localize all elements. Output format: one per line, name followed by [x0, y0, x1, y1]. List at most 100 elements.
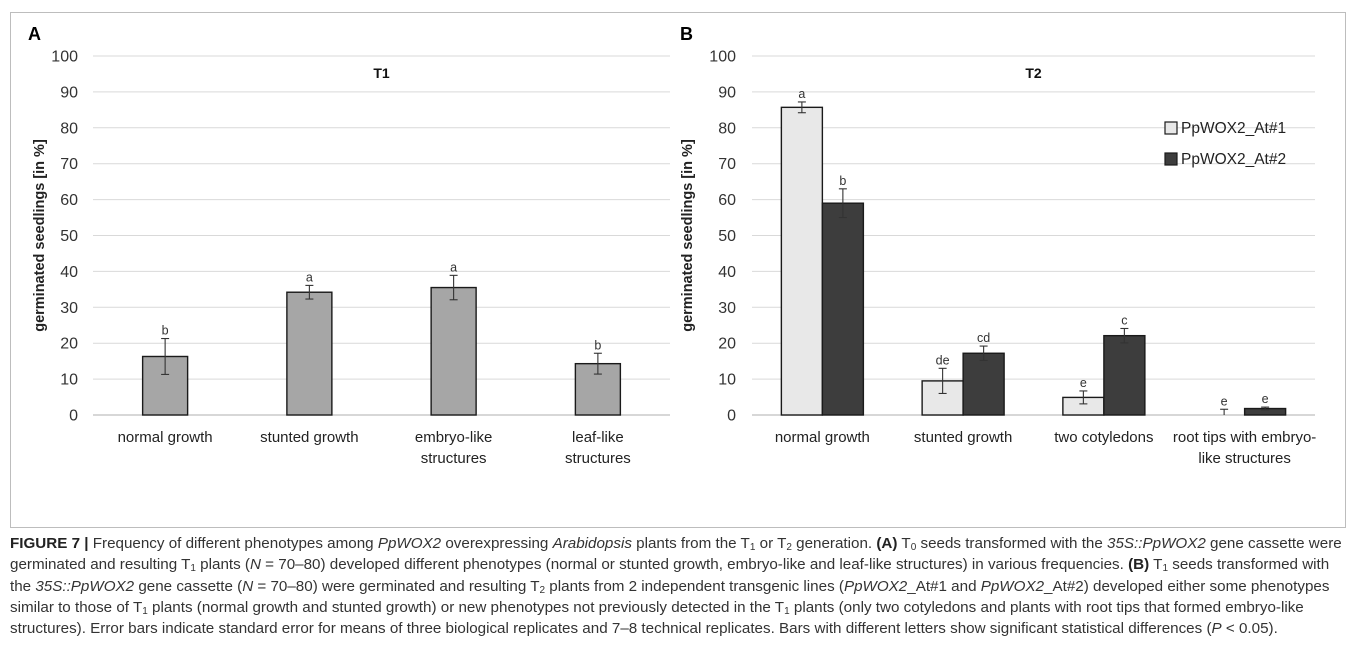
x-tick-label: normal growth — [775, 429, 870, 446]
caption-run: T — [897, 535, 911, 552]
bar — [1103, 334, 1146, 416]
x-tick-label: embryo-like — [415, 429, 493, 446]
legend-entry: PpWOX2_At#2 — [1181, 151, 1286, 168]
significance-letter: a — [798, 87, 805, 101]
y-tick-label: 20 — [718, 336, 736, 353]
caption-run: generation. — [791, 535, 877, 552]
caption-run: = 70–80) were germinated and resulting T — [253, 577, 540, 595]
caption-run: seeds transformed with the — [10, 556, 1330, 595]
significance-letter: e — [1080, 376, 1087, 390]
legend-swatch — [1164, 152, 1178, 166]
y-axis-label: germinated seedlings [in %] — [32, 139, 48, 332]
significance-letter: e — [1221, 394, 1228, 408]
caption-run: gene cassette ( — [134, 577, 243, 595]
caption-run: 0 — [910, 542, 917, 553]
caption-run: = 70–80) developed different phenotypes … — [260, 556, 1129, 574]
y-tick-label: 50 — [718, 228, 736, 245]
caption-run: 35S::PpWOX2 — [35, 577, 135, 595]
legend-swatch — [1164, 121, 1178, 135]
caption-run: PpWOX2 — [980, 577, 1045, 595]
x-tick-label: structures — [421, 450, 487, 467]
significance-letter: de — [936, 353, 950, 367]
chart-panel-b: 0 10 20 30 40 50 60 70 80 90 100 B T2 germinated seed… — [680, 24, 1316, 467]
x-tick-label: normal growth — [118, 429, 213, 446]
caption-run: Frequency of different phenotypes among — [92, 535, 378, 552]
significance-letter: b — [839, 174, 846, 188]
x-tick-label: structures — [565, 450, 631, 467]
bar — [821, 202, 865, 416]
figure-caption: FIGURE 7 | Frequency of different phenot… — [10, 533, 1346, 639]
caption-run: plants from 2 independent transgenic lin… — [545, 577, 844, 595]
caption-run: seeds transformed with the — [916, 535, 1108, 552]
caption-run: or T — [755, 535, 787, 552]
x-tick-label: leaf-like — [572, 429, 624, 446]
y-tick-label: 40 — [718, 264, 736, 281]
x-tick-label: stunted growth — [260, 429, 358, 446]
y-tick-label: 20 — [60, 336, 78, 353]
y-tick-label: 0 — [69, 408, 78, 425]
y-tick-label: 70 — [718, 156, 736, 173]
significance-letter: a — [306, 270, 313, 284]
caption-run: 35S::PpWOX2 — [1107, 535, 1206, 552]
y-tick-label: 40 — [60, 264, 78, 281]
caption-run: N — [242, 577, 254, 595]
y-tick-label: 60 — [718, 192, 736, 209]
figure-frame — [10, 12, 1346, 528]
x-tick-label: two cotyledons — [1054, 429, 1153, 446]
y-axis-label: germinated seedlings [in %] — [680, 139, 696, 332]
panel-label: B — [680, 24, 693, 44]
significance-letter: a — [450, 260, 457, 274]
bar — [780, 106, 824, 416]
legend-entry: PpWOX2_At#1 — [1181, 120, 1286, 137]
y-tick-label: 80 — [60, 120, 78, 137]
caption-run: PpWOX2 — [377, 535, 442, 552]
caption-run: 2 — [539, 584, 546, 596]
y-tick-label: 60 — [60, 192, 78, 209]
caption-run: gene cassette were germinated and result… — [10, 535, 1342, 574]
significance-letter: e — [1262, 392, 1269, 406]
x-tick-label: stunted growth — [914, 429, 1012, 446]
caption-run: Arabidopsis — [552, 535, 632, 552]
bar — [962, 352, 1005, 416]
panel-label: A — [28, 24, 41, 44]
significance-letter: b — [594, 338, 601, 352]
caption-run: _At#1 and — [907, 577, 981, 595]
y-tick-label: 50 — [60, 228, 78, 245]
y-tick-label: 90 — [718, 84, 736, 101]
significance-letter: cd — [977, 331, 990, 345]
caption-run: plants from the T — [631, 535, 750, 552]
caption-run: 1 — [784, 605, 790, 617]
bar — [286, 291, 333, 416]
caption-run: _At#2) developed either some phenotypes … — [10, 577, 1330, 616]
y-tick-label: 90 — [60, 84, 78, 101]
caption-run: 1 — [190, 563, 196, 575]
y-tick-label: 30 — [718, 300, 736, 317]
y-tick-label: 30 — [60, 300, 78, 317]
caption-run: 1 — [1162, 563, 1168, 575]
caption-run: plants ( — [195, 556, 250, 574]
caption-run: 1 — [142, 605, 148, 617]
bar — [430, 286, 477, 416]
caption-run: T — [1149, 556, 1163, 574]
y-tick-label: 100 — [709, 49, 736, 66]
y-tick-label: 80 — [718, 120, 736, 137]
caption-run: FIGURE 7 | — [10, 535, 93, 552]
caption-run: plants (only two cotyledons and plants w… — [10, 598, 1304, 638]
chart-title: T1 — [373, 65, 390, 81]
significance-letter: b — [162, 324, 169, 338]
y-tick-label: 10 — [718, 372, 736, 389]
chart-title: T2 — [1025, 65, 1042, 81]
caption-run: N — [249, 556, 261, 574]
y-tick-label: 70 — [60, 156, 78, 173]
caption-run: P — [1211, 620, 1222, 638]
caption-run: PpWOX2 — [843, 577, 908, 595]
caption-run: plants (normal growth and stunted growth… — [147, 598, 785, 616]
chart-panel-a: 0 10 20 30 40 50 60 70 80 90 100 A T1 germinated seed… — [28, 24, 670, 467]
caption-run: overexpressing — [441, 535, 553, 552]
caption-run: (A) — [876, 535, 898, 552]
y-tick-label: 0 — [727, 408, 736, 425]
x-tick-label: like structures — [1198, 450, 1291, 467]
y-tick-label: 10 — [60, 372, 78, 389]
caption-run: 1 — [749, 542, 756, 553]
